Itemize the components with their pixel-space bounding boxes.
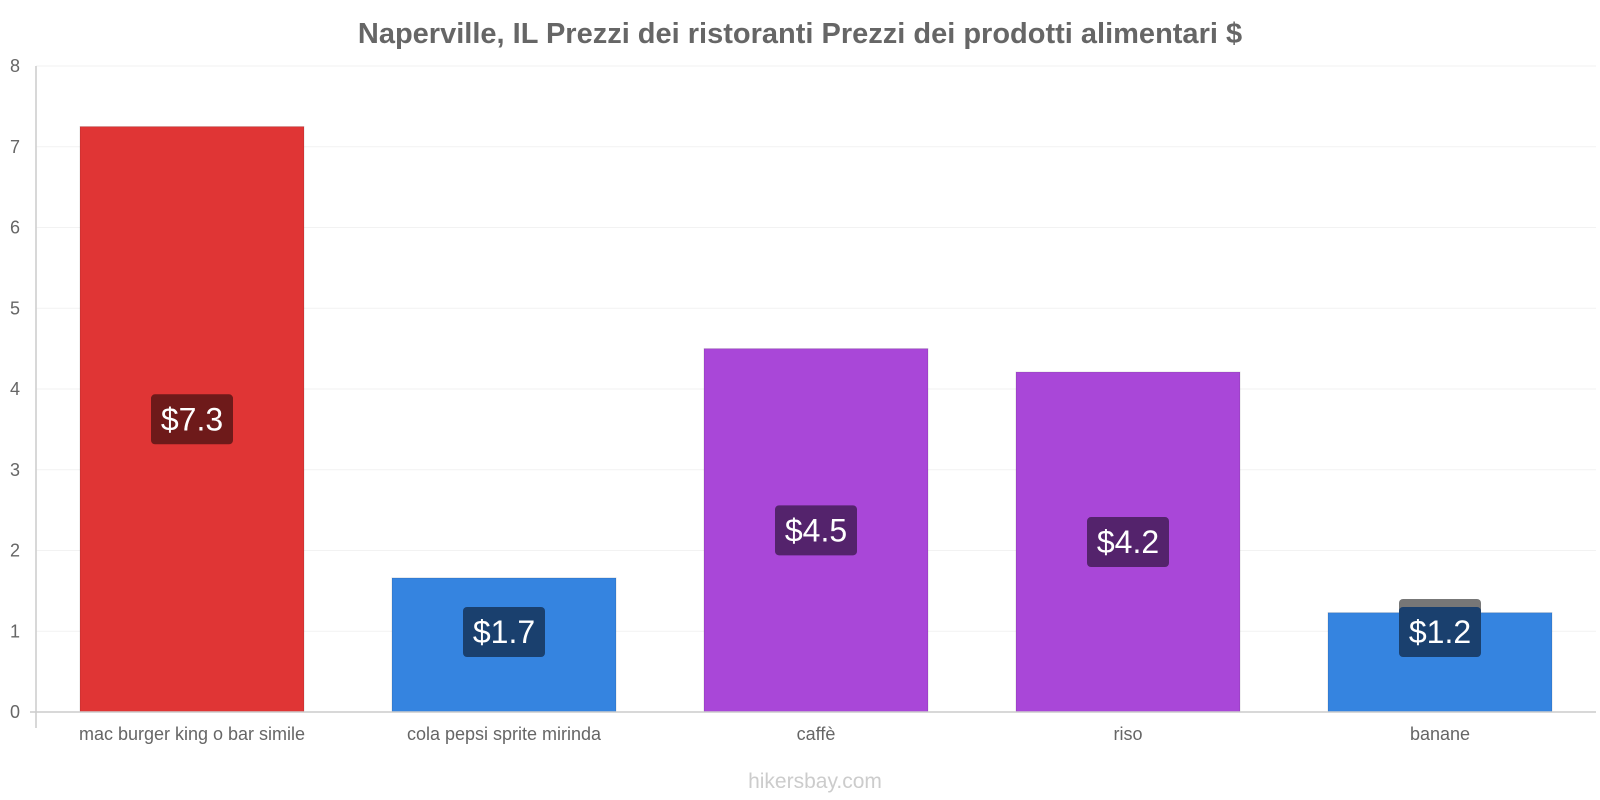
category-label: cola pepsi sprite mirinda (407, 724, 602, 744)
y-tick-label: 6 (10, 218, 20, 238)
y-tick-label: 0 (10, 702, 20, 722)
value-label-box (463, 607, 545, 657)
y-tick-label: 5 (10, 298, 20, 318)
value-label-box (151, 394, 233, 445)
y-tick-label: 4 (10, 379, 20, 399)
y-tick-label: 1 (10, 621, 20, 641)
bars (79, 126, 1553, 713)
chart-title: Naperville, IL Prezzi dei ristoranti Pre… (358, 18, 1242, 50)
value-label-box (1399, 607, 1481, 657)
value-label: $4.5 (785, 512, 847, 548)
y-tick-label: 3 (10, 460, 20, 480)
value-label: $4.2 (1097, 524, 1159, 560)
value-label: $7.3 (161, 401, 223, 437)
value-label-box (775, 505, 857, 556)
category-label: banane (1410, 724, 1470, 744)
value-label-box (1087, 517, 1169, 568)
footer-watermark: hikersbay.com (748, 770, 882, 793)
category-label: caffè (797, 724, 836, 744)
y-tick-label: 2 (10, 541, 20, 561)
value-labels: $7.3 $1.7 $4.5 $4.2 $1.2 (151, 394, 1481, 657)
y-tick-label: 7 (10, 137, 20, 157)
category-labels: mac burger king o bar simile cola pepsi s… (79, 724, 1470, 744)
category-label: riso (1113, 724, 1142, 744)
y-tick-label: 8 (10, 56, 20, 76)
value-label: $1.7 (473, 614, 535, 650)
category-label: mac burger king o bar simile (79, 724, 305, 744)
y-axis-ticks: 0 1 2 3 4 5 6 7 8 (10, 56, 20, 722)
value-label: $1.2 (1409, 614, 1471, 650)
